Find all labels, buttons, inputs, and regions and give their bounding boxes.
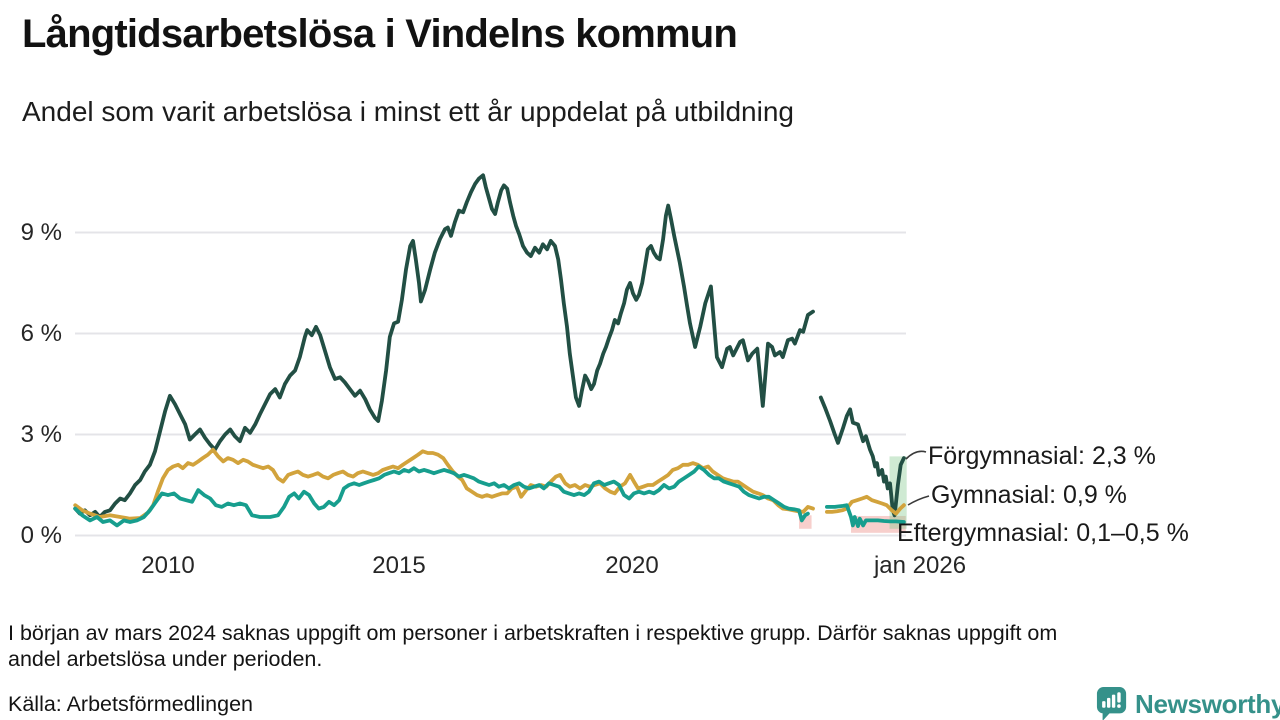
- y-tick-3: 3 %: [20, 420, 62, 448]
- x-tick-jan-2026: jan 2026: [873, 552, 967, 579]
- end-label-eftergymnasial: Eftergymnasial: 0,1–0,5 %: [897, 519, 1189, 547]
- series-eftergymnasial: [73, 464, 906, 528]
- series-gymnasial-segment-0: [73, 447, 815, 521]
- y-tick-6: 6 %: [20, 319, 62, 347]
- series-forgymnasial: [73, 173, 906, 519]
- end-label-gymnasial: Gymnasial: 0,9 %: [931, 481, 1127, 509]
- leader-line-forgymnasial: [905, 450, 927, 460]
- series-forgymnasial-segment-1: [818, 395, 906, 518]
- y-tick-0: 0 %: [20, 521, 62, 549]
- footnote-line-2: andel arbetslösa under perioden.: [8, 647, 323, 671]
- series-eftergymnasial-segment-1: [825, 503, 906, 528]
- newsworthy-logo-text: Newsworthy: [1135, 688, 1280, 719]
- source-note: Källa: Arbetsförmedlingen: [8, 692, 254, 716]
- x-tick-2015: 2015: [372, 552, 426, 579]
- leader-line-gymnasial: [907, 495, 930, 506]
- newsworthy-logo: Newsworthy: [1096, 686, 1280, 720]
- series-forgymnasial-segment-0: [73, 173, 815, 519]
- x-tick-2010: 2010: [141, 552, 195, 579]
- y-tick-9: 9 %: [20, 218, 62, 246]
- page-subtitle: Andel som varit arbetslösa i minst ett å…: [22, 96, 794, 127]
- x-tick-2020: 2020: [605, 552, 659, 579]
- page-title: Långtidsarbetslösa i Vindelns kommun: [22, 12, 738, 56]
- end-label-forgymnasial: Förgymnasial: 2,3 %: [928, 442, 1156, 470]
- series-gymnasial: [73, 447, 906, 521]
- series-eftergymnasial-segment-0: [73, 464, 810, 528]
- newsworthy-logo-icon: [1096, 687, 1127, 720]
- footnote-line-1: I början av mars 2024 saknas uppgift om …: [8, 621, 1058, 645]
- series-gymnasial-segment-1: [825, 494, 906, 516]
